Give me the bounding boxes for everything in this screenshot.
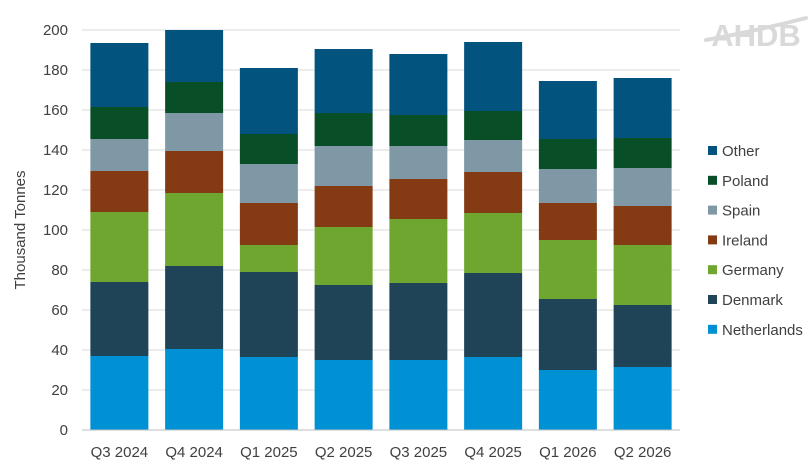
legend-swatch-spain <box>708 205 717 215</box>
legend-swatch-netherlands <box>708 324 717 334</box>
bar-segment-germany-q4-2024 <box>165 193 224 266</box>
bar-segment-germany-q3-2024 <box>90 212 149 282</box>
x-tick-label: Q3 2024 <box>91 444 149 461</box>
bar-segment-denmark-q2-2026 <box>613 305 672 367</box>
y-axis-label: Thousand Tonnes <box>12 171 29 290</box>
bar-segment-poland-q1-2026 <box>538 139 597 169</box>
bar-segment-ireland-q2-2026 <box>613 206 672 245</box>
bar-segment-other-q3-2025 <box>389 54 448 115</box>
bar-segment-ireland-q2-2025 <box>314 186 373 227</box>
logo-text: AHDB <box>711 18 801 53</box>
bar-segment-other-q4-2024 <box>165 30 224 82</box>
bar-segment-other-q3-2024 <box>90 43 149 107</box>
y-tick-label: 100 <box>43 222 68 239</box>
bar-segment-netherlands-q1-2025 <box>239 357 298 430</box>
y-tick-label: 180 <box>43 62 68 79</box>
legend-label-denmark: Denmark <box>722 292 783 309</box>
bar-segment-netherlands-q2-2026 <box>613 367 672 430</box>
legend-label-ireland: Ireland <box>722 232 768 249</box>
bar-segment-ireland-q1-2026 <box>538 203 597 240</box>
bar-segment-netherlands-q4-2024 <box>165 349 224 430</box>
bar-segment-germany-q3-2025 <box>389 219 448 283</box>
bar-segment-denmark-q4-2025 <box>464 273 523 357</box>
bar-segment-ireland-q4-2024 <box>165 151 224 193</box>
bar-segment-poland-q3-2025 <box>389 115 448 146</box>
bar-segment-denmark-q2-2025 <box>314 285 373 360</box>
bar-segment-ireland-q1-2025 <box>239 203 298 245</box>
y-tick-label: 40 <box>51 342 68 359</box>
bar-segment-netherlands-q4-2025 <box>464 357 523 430</box>
legend-swatch-poland <box>708 175 717 185</box>
bar-segment-denmark-q1-2026 <box>538 299 597 370</box>
bar-segment-germany-q1-2026 <box>538 240 597 299</box>
x-tick-label: Q4 2025 <box>464 444 522 461</box>
bar-segment-spain-q4-2025 <box>464 140 523 172</box>
legend-label-netherlands: Netherlands <box>722 322 803 339</box>
legend-swatch-ireland <box>708 235 717 245</box>
bar-segment-netherlands-q2-2025 <box>314 360 373 430</box>
bar-segment-denmark-q4-2024 <box>165 266 224 349</box>
legend-swatch-germany <box>708 265 717 275</box>
y-tick-label: 60 <box>51 302 68 319</box>
bar-segment-denmark-q1-2025 <box>239 272 298 357</box>
bar-segment-spain-q2-2025 <box>314 146 373 186</box>
x-tick-label: Q4 2024 <box>165 444 223 461</box>
legend: Other Poland Spain Ireland Germany Denmark Net… <box>708 143 803 339</box>
y-tick-label: 20 <box>51 382 68 399</box>
ahdb-logo: AHDB <box>704 16 808 53</box>
bar-segment-ireland-q4-2025 <box>464 172 523 213</box>
x-tick-label: Q1 2025 <box>240 444 298 461</box>
bar-segment-other-q1-2025 <box>239 68 298 134</box>
x-tick-label: Q3 2025 <box>390 444 448 461</box>
x-tick-label: Q2 2026 <box>614 444 672 461</box>
bar-segment-spain-q3-2025 <box>389 146 448 179</box>
bar-segment-spain-q1-2026 <box>538 169 597 203</box>
y-tick-label: 140 <box>43 142 68 159</box>
y-tick-label: 160 <box>43 102 68 119</box>
y-tick-label: 80 <box>51 262 68 279</box>
bar-segment-spain-q4-2024 <box>165 113 224 151</box>
legend-label-other: Other <box>722 143 760 160</box>
y-axis-ticks: 0 20 40 60 80 100 120 140 160 180 200 <box>43 22 68 439</box>
bar-segment-poland-q2-2025 <box>314 113 373 146</box>
bar-segment-ireland-q3-2024 <box>90 171 149 212</box>
bar-segment-poland-q4-2024 <box>165 82 224 113</box>
bar-segment-poland-q3-2024 <box>90 107 149 139</box>
legend-label-spain: Spain <box>722 203 760 220</box>
y-tick-label: 120 <box>43 182 68 199</box>
bar-segment-netherlands-q1-2026 <box>538 370 597 430</box>
bars <box>90 30 672 430</box>
logo-swoosh <box>704 16 808 42</box>
bar-segment-other-q2-2025 <box>314 49 373 113</box>
y-tick-label: 0 <box>60 422 68 439</box>
legend-swatch-denmark <box>708 295 717 304</box>
legend-label-germany: Germany <box>722 262 784 279</box>
bar-segment-denmark-q3-2025 <box>389 283 448 360</box>
bar-segment-germany-q4-2025 <box>464 213 523 273</box>
y-tick-label: 200 <box>43 22 68 39</box>
x-tick-label: Q2 2025 <box>315 444 373 461</box>
bar-segment-spain-q2-2026 <box>613 168 672 206</box>
legend-swatch-other <box>708 146 717 155</box>
bar-segment-netherlands-q3-2025 <box>389 360 448 430</box>
bar-segment-poland-q4-2025 <box>464 111 523 140</box>
bar-segment-spain-q1-2025 <box>239 164 298 203</box>
bar-segment-ireland-q3-2025 <box>389 179 448 219</box>
bar-segment-other-q4-2025 <box>464 42 523 111</box>
bar-segment-germany-q2-2026 <box>613 245 672 305</box>
legend-label-poland: Poland <box>722 173 769 190</box>
bar-segment-poland-q1-2025 <box>239 134 298 164</box>
x-axis-ticks: Q3 2024 Q4 2024 Q1 2025 Q2 2025 Q3 2025 Q4 20… <box>91 444 672 461</box>
bar-segment-germany-q2-2025 <box>314 227 373 285</box>
bar-segment-other-q1-2026 <box>538 81 597 139</box>
x-tick-label: Q1 2026 <box>539 444 597 461</box>
bar-segment-denmark-q3-2024 <box>90 282 149 356</box>
bar-segment-spain-q3-2024 <box>90 139 149 171</box>
bar-segment-germany-q1-2025 <box>239 245 298 272</box>
bar-segment-poland-q2-2026 <box>613 138 672 168</box>
bar-segment-other-q2-2026 <box>613 78 672 138</box>
bar-segment-netherlands-q3-2024 <box>90 356 149 430</box>
